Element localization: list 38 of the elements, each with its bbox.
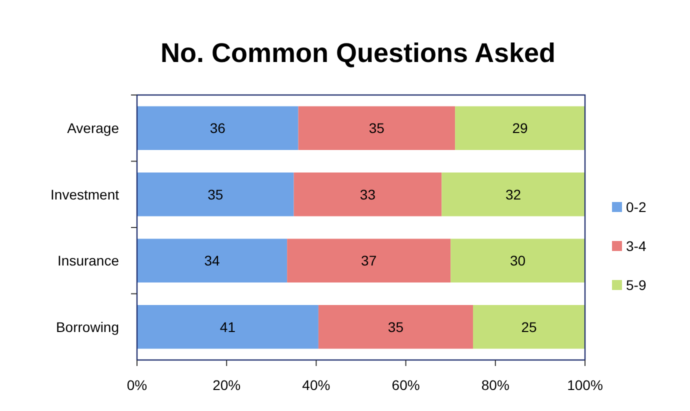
bar — [473, 305, 585, 349]
data-label: 35 — [208, 186, 224, 202]
bar — [442, 172, 585, 216]
bar — [137, 106, 298, 150]
x-tick-label: 100% — [567, 377, 603, 393]
bar — [298, 106, 456, 150]
x-tick-label: 40% — [302, 377, 330, 393]
bar — [137, 238, 288, 282]
data-label: 25 — [521, 318, 537, 335]
y-tick-label: Investment — [50, 186, 120, 202]
x-tick-label: 80% — [481, 377, 510, 393]
bar — [294, 172, 442, 216]
x-tick-label: 60% — [392, 377, 420, 393]
data-label: 36 — [210, 120, 226, 136]
bar — [318, 305, 473, 349]
y-tick-label: Average — [67, 120, 120, 136]
x-tick-label: 20% — [212, 377, 241, 393]
bar — [450, 238, 585, 282]
data-label: 35 — [368, 120, 385, 136]
legend-label: 0-2 — [626, 198, 646, 215]
data-label: 35 — [388, 318, 404, 335]
chart-title: No. Common Questions Asked — [160, 38, 556, 68]
legend-label: 3-4 — [626, 238, 646, 254]
data-label: 33 — [360, 186, 376, 202]
y-tick-label: Borrowing — [56, 318, 119, 335]
bar — [455, 106, 585, 150]
x-tick-label: 0% — [126, 377, 148, 393]
bar — [137, 305, 318, 349]
bar — [137, 172, 294, 216]
data-label: 29 — [512, 120, 528, 136]
bar — [287, 238, 451, 282]
data-label: 37 — [361, 252, 377, 269]
y-tick-label: Insurance — [58, 252, 120, 269]
data-label: 34 — [204, 252, 220, 269]
data-label: 30 — [510, 252, 526, 269]
legend-label: 5-9 — [626, 276, 646, 293]
data-label: 41 — [220, 318, 236, 335]
data-label: 32 — [506, 186, 522, 202]
